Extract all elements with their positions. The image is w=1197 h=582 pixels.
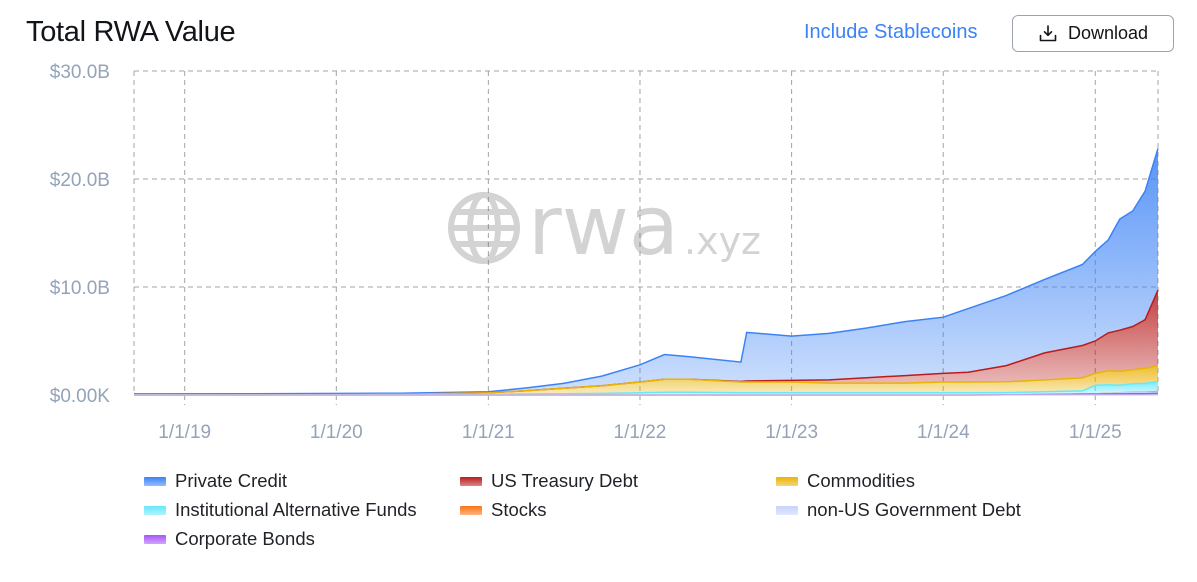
- axes: $0.00K $10.0B $20.0B $30.0B 1/1/19 1/1/20 1/1/…: [50, 62, 1158, 443]
- chart-legend: Private Credit US Treasury Debt Commoditie…: [144, 470, 1144, 550]
- legend-swatch: [460, 476, 482, 486]
- page-title: Total RWA Value: [26, 16, 236, 48]
- grid: [133, 70, 1159, 405]
- globe-icon: [448, 192, 520, 264]
- y-tick-label: $20.0B: [50, 170, 110, 191]
- legend-label: US Treasury Debt: [491, 470, 639, 491]
- include-stablecoins-toggle[interactable]: Include Stablecoins: [804, 21, 978, 43]
- area-private-credit: [134, 148, 1158, 395]
- legend-label: Stocks: [491, 499, 547, 520]
- x-tick-label: 1/1/19: [158, 422, 211, 443]
- watermark-brand: rwa: [528, 179, 679, 274]
- y-tick-label: $0.00K: [50, 386, 111, 407]
- legend-item-commodities[interactable]: Commodities: [776, 470, 1136, 492]
- download-label: Download: [1067, 23, 1149, 43]
- legend-item-us-treasury-debt[interactable]: US Treasury Debt: [460, 470, 776, 492]
- legend-label: non-US Government Debt: [807, 499, 1021, 520]
- legend-item-corporate-bonds[interactable]: Corporate Bonds: [144, 528, 460, 550]
- legend-swatch: [776, 505, 798, 515]
- x-tick-label: 1/1/21: [462, 422, 515, 443]
- watermark: rwa .xyz: [448, 179, 761, 274]
- legend-label: Commodities: [807, 470, 915, 491]
- legend-label: Corporate Bonds: [175, 528, 315, 549]
- line-commodities: [133, 364, 1159, 396]
- legend-label: Private Credit: [175, 470, 288, 491]
- legend-swatch: [460, 505, 482, 515]
- x-tick-label: 1/1/24: [917, 422, 970, 443]
- legend-swatch: [144, 534, 166, 544]
- x-tick-label: 1/1/23: [765, 422, 818, 443]
- legend-item-institutional-alternative-funds[interactable]: Institutional Alternative Funds: [144, 499, 460, 521]
- download-button[interactable]: Download: [1012, 15, 1174, 52]
- line-institutional-alternative-funds: [133, 381, 1159, 396]
- download-icon: [1039, 24, 1057, 41]
- y-tick-label: $10.0B: [50, 278, 110, 299]
- x-tick-label: 1/1/25: [1069, 422, 1122, 443]
- area-commodities: [134, 365, 1158, 395]
- line-private-credit: [133, 148, 1159, 395]
- x-tick-label: 1/1/20: [310, 422, 363, 443]
- y-tick-label: $30.0B: [50, 62, 110, 83]
- legend-swatch: [144, 505, 166, 515]
- legend-swatch: [776, 476, 798, 486]
- legend-item-non-us-government-debt[interactable]: non-US Government Debt: [776, 499, 1136, 521]
- legend-label: Institutional Alternative Funds: [175, 499, 417, 520]
- x-tick-label: 1/1/22: [614, 422, 667, 443]
- legend-swatch: [144, 476, 166, 486]
- watermark-suffix: .xyz: [684, 219, 761, 263]
- legend-item-stocks[interactable]: Stocks: [460, 499, 776, 521]
- legend-item-private-credit[interactable]: Private Credit: [144, 470, 460, 492]
